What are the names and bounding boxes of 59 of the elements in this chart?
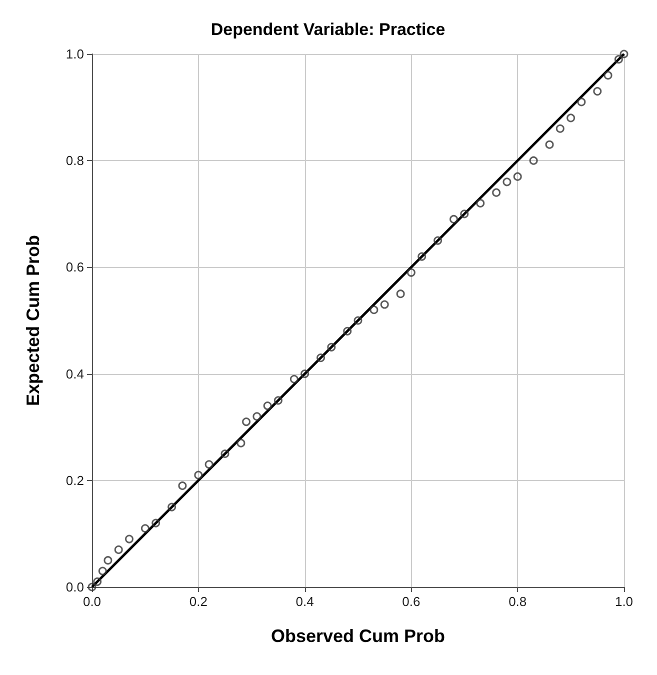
point — [556, 124, 564, 133]
point — [152, 518, 160, 528]
point — [406, 268, 416, 277]
point — [114, 545, 123, 554]
point — [327, 342, 336, 352]
point — [593, 87, 602, 96]
point — [236, 438, 246, 448]
x-tick-label: 0.4 — [296, 594, 314, 609]
point — [476, 198, 485, 208]
point — [252, 412, 262, 421]
point — [566, 114, 576, 122]
point — [194, 470, 203, 480]
point — [343, 326, 352, 336]
point — [98, 566, 107, 576]
point — [140, 524, 150, 533]
y-axis-title: Expected Cum Prob — [23, 234, 43, 406]
point — [604, 71, 612, 80]
point — [370, 306, 378, 314]
point — [502, 178, 512, 186]
point — [316, 354, 326, 362]
point — [274, 396, 282, 405]
point — [529, 156, 538, 165]
point — [380, 300, 389, 309]
point — [460, 210, 469, 218]
point — [204, 460, 214, 469]
x-tick-label: 0.6 — [402, 594, 420, 609]
point — [434, 236, 442, 245]
x-axis-title: Observed Cum Prob — [270, 626, 446, 646]
point — [124, 534, 134, 544]
point — [178, 481, 187, 490]
point — [290, 374, 298, 384]
x-tick-label: 0.0 — [82, 594, 102, 609]
y-tick-label: 0.4 — [66, 366, 84, 382]
x-tick-label: 0.2 — [189, 594, 208, 609]
point — [620, 50, 628, 58]
point — [263, 402, 272, 410]
point — [492, 188, 501, 197]
y-tick-label: 0.2 — [66, 472, 84, 488]
point — [396, 290, 405, 298]
point — [545, 140, 554, 149]
point — [93, 577, 102, 586]
point — [513, 172, 522, 181]
y-tick-label: 0.8 — [66, 153, 84, 168]
y-tick-label: 0.0 — [66, 580, 84, 594]
point — [300, 370, 310, 378]
point — [220, 450, 230, 458]
point — [450, 214, 458, 224]
x-tick-label: 1.0 — [614, 594, 634, 609]
point — [418, 252, 426, 261]
point — [242, 418, 251, 426]
y-tick-label: 0.6 — [66, 260, 84, 275]
point — [168, 502, 176, 512]
y-tick-label: 1.0 — [66, 46, 84, 62]
x-tick-label: 0.8 — [508, 594, 527, 609]
point — [614, 55, 623, 64]
point — [577, 98, 586, 106]
point — [104, 556, 112, 565]
point — [354, 316, 362, 325]
chart-title: Dependent Variable: Practice — [210, 20, 446, 39]
